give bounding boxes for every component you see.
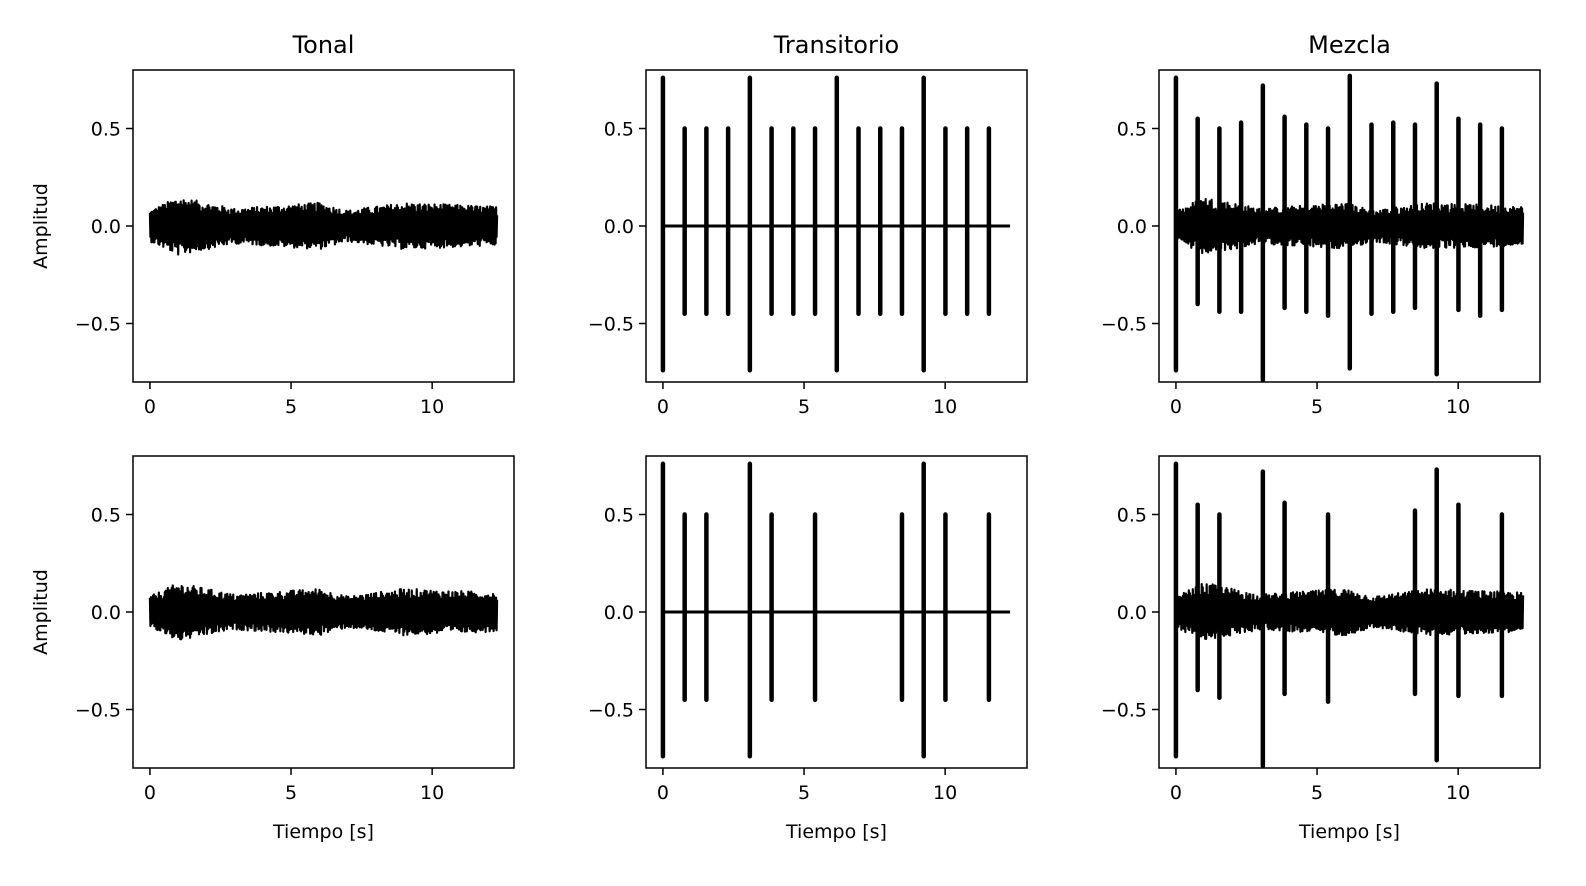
chart-mezcla-bottom-xtick-label-2: 10 bbox=[1446, 782, 1470, 804]
chart-mezcla-bottom-ytick-label-1: 0.0 bbox=[1117, 602, 1147, 624]
chart-mezcla-top-ytick-label-0: −0.5 bbox=[1101, 314, 1147, 336]
chart-transitorio-bottom-data bbox=[660, 461, 1011, 759]
chart-tonal-top-data bbox=[148, 199, 499, 256]
chart-tonal-bottom-xlabel: Tiempo [s] bbox=[272, 821, 374, 843]
chart-tonal-bottom-tonal-waveform bbox=[148, 584, 499, 641]
chart-tonal-bottom-ylabel: Amplitud bbox=[30, 569, 52, 655]
chart-tonal-bottom-xtick-label-0: 0 bbox=[144, 782, 156, 804]
chart-transitorio-bottom-xtick-label-0: 0 bbox=[657, 782, 669, 804]
chart-mezcla-bottom-ytick-label-2: 0.5 bbox=[1117, 505, 1147, 527]
chart-mezcla-bottom: 0 5 10 −0.5 0.0 0.5 Tiempo [s] bbox=[1101, 455, 1541, 843]
chart-transitorio-bottom-xtick-label-2: 10 bbox=[933, 782, 957, 804]
chart-tonal-bottom-xtick-label-1: 5 bbox=[285, 782, 297, 804]
chart-mezcla-top: 0 5 10 −0.5 0.0 0.5 Mezcla bbox=[1101, 31, 1541, 418]
chart-mezcla-top-ytick-label-2: 0.5 bbox=[1117, 119, 1147, 141]
chart-mezcla-top-title: Mezcla bbox=[1308, 31, 1391, 59]
chart-tonal-top: 0 5 10 −0.5 0.0 0.5 Tonal Amplitud bbox=[30, 31, 515, 418]
chart-transitorio-bottom-ytick-label-2: 0.5 bbox=[604, 505, 634, 527]
chart-mezcla-bottom-xtick-label-0: 0 bbox=[1170, 782, 1182, 804]
chart-transitorio-top-ytick-label-0: −0.5 bbox=[588, 314, 634, 336]
chart-transitorio-top-xtick-label-0: 0 bbox=[657, 396, 669, 418]
chart-transitorio-bottom: 0 5 10 −0.5 0.0 0.5 Tiempo [s] bbox=[588, 455, 1028, 843]
chart-tonal-top-xtick-label-1: 5 bbox=[285, 396, 297, 418]
chart-mezcla-bottom-ytick-label-0: −0.5 bbox=[1101, 700, 1147, 722]
chart-mezcla-bottom-xlabel: Tiempo [s] bbox=[1298, 821, 1400, 843]
chart-transitorio-top: 0 5 10 −0.5 0.0 0.5 Transitorio bbox=[588, 31, 1028, 418]
chart-tonal-top-ytick-label-0: −0.5 bbox=[75, 314, 121, 336]
chart-transitorio-bottom-xlabel: Tiempo [s] bbox=[785, 821, 887, 843]
chart-transitorio-bottom-xtick-label-1: 5 bbox=[798, 782, 810, 804]
chart-tonal-top-ytick-label-1: 0.0 bbox=[91, 216, 121, 238]
chart-mezcla-top-ytick-label-1: 0.0 bbox=[1117, 216, 1147, 238]
chart-transitorio-bottom-ytick-label-0: −0.5 bbox=[588, 700, 634, 722]
chart-tonal-bottom: 0 5 10 −0.5 0.0 0.5 Tiempo [s] Amplitud bbox=[30, 455, 515, 843]
chart-transitorio-top-data bbox=[660, 75, 1011, 373]
chart-transitorio-bottom-ytick-label-1: 0.0 bbox=[604, 602, 634, 624]
chart-transitorio-top-ytick-label-1: 0.0 bbox=[604, 216, 634, 238]
chart-transitorio-top-xtick-label-1: 5 bbox=[798, 396, 810, 418]
chart-mezcla-bottom-data bbox=[1173, 461, 1525, 768]
chart-mezcla-bottom-tonal-waveform bbox=[1174, 583, 1525, 640]
chart-tonal-top-tonal-waveform bbox=[148, 199, 499, 256]
chart-tonal-bottom-ytick-label-2: 0.5 bbox=[91, 505, 121, 527]
chart-tonal-bottom-xtick-label-2: 10 bbox=[420, 782, 444, 804]
chart-mezcla-top-xtick-label-2: 10 bbox=[1446, 396, 1470, 418]
chart-mezcla-top-xtick-label-1: 5 bbox=[1311, 396, 1323, 418]
chart-tonal-top-xtick-label-0: 0 bbox=[144, 396, 156, 418]
chart-mezcla-top-data bbox=[1173, 73, 1525, 382]
chart-transitorio-top-ytick-label-2: 0.5 bbox=[604, 119, 634, 141]
chart-tonal-bottom-ytick-label-1: 0.0 bbox=[91, 602, 121, 624]
chart-transitorio-top-title: Transitorio bbox=[773, 31, 899, 59]
chart-transitorio-top-xtick-label-2: 10 bbox=[933, 396, 957, 418]
chart-mezcla-top-xtick-label-0: 0 bbox=[1170, 396, 1182, 418]
chart-tonal-top-title: Tonal bbox=[292, 31, 355, 59]
chart-tonal-bottom-data bbox=[148, 584, 499, 641]
chart-mezcla-bottom-xtick-label-1: 5 bbox=[1311, 782, 1323, 804]
chart-tonal-top-ylabel: Amplitud bbox=[30, 183, 52, 269]
chart-tonal-top-xtick-label-2: 10 bbox=[420, 396, 444, 418]
chart-tonal-top-ytick-label-2: 0.5 bbox=[91, 119, 121, 141]
chart-tonal-bottom-ytick-label-0: −0.5 bbox=[75, 700, 121, 722]
